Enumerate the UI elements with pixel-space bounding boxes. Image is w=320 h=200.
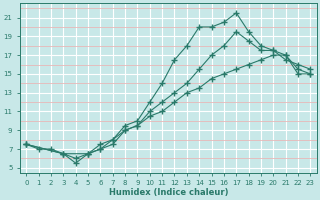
X-axis label: Humidex (Indice chaleur): Humidex (Indice chaleur) [108, 188, 228, 197]
